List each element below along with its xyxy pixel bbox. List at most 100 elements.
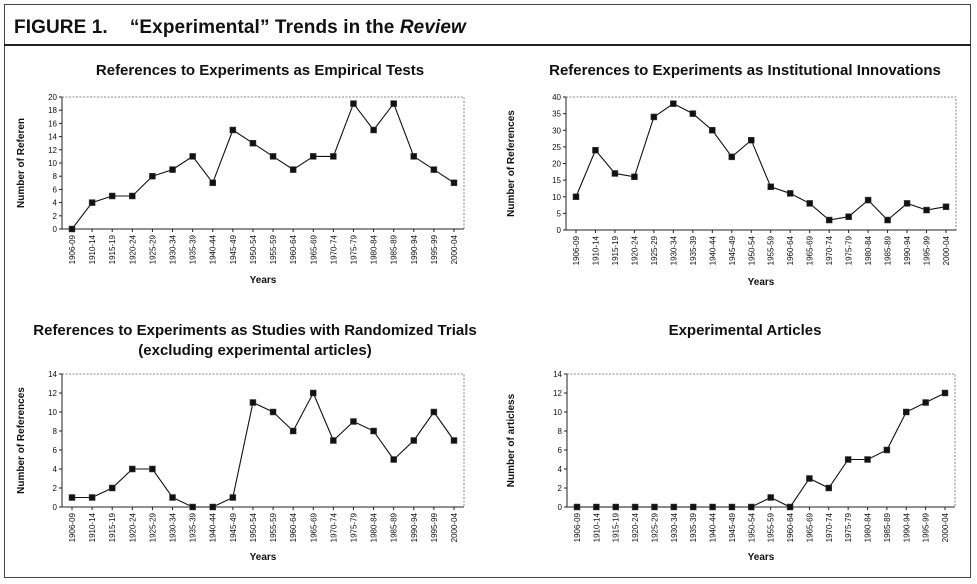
y-tick-label: 20 <box>552 160 561 169</box>
data-point <box>748 503 755 511</box>
data-point <box>903 200 911 207</box>
x-tick-label: 2000-04 <box>942 235 951 265</box>
y-tick-label: 16 <box>48 119 57 128</box>
x-tick-label: 1945-49 <box>728 235 737 265</box>
x-tick-label: 1945-49 <box>229 512 238 542</box>
data-point <box>689 110 697 117</box>
x-tick-label: 1950-54 <box>747 512 756 542</box>
chart-title-institutional-innovations: References to Experiments as Institution… <box>549 62 941 79</box>
y-tick-label: 10 <box>552 193 561 202</box>
data-point <box>229 126 237 134</box>
data-point <box>430 408 438 416</box>
data-point <box>249 139 257 147</box>
y-tick-label: 35 <box>552 110 561 119</box>
data-point <box>767 183 774 191</box>
plot-area <box>61 96 465 230</box>
data-point <box>269 153 277 160</box>
chart-institutional-innovations: 0 5 10 15 20 25 30 35 40 1906-09 1910-14 1915-19 192… <box>506 93 957 288</box>
y-tick-label: 8 <box>53 427 58 436</box>
y-tick-label: 0 <box>53 503 58 512</box>
y-tick-label: 10 <box>48 159 57 168</box>
data-point <box>88 494 96 501</box>
x-axis-title: Years <box>748 552 775 563</box>
y-tick-label: 4 <box>558 465 563 474</box>
data-point <box>806 200 813 207</box>
x-tick-label: 1995-99 <box>922 512 931 542</box>
y-tick-label: 0 <box>53 225 58 234</box>
data-point <box>370 126 377 134</box>
x-tick-label: 1995-99 <box>430 512 439 542</box>
plot-area <box>566 373 956 508</box>
x-tick-label: 1930-34 <box>670 512 679 542</box>
x-tick-label: 1910-14 <box>591 235 600 265</box>
x-tick-label: 1935-39 <box>189 234 198 264</box>
x-tick-label: 1995-99 <box>430 234 439 264</box>
y-tick-label: 0 <box>558 503 563 512</box>
data-point <box>410 153 418 160</box>
x-axis-title: Years <box>250 552 277 563</box>
x-tick-label: 1985-89 <box>883 512 892 542</box>
x-tick-label: 1970-74 <box>329 512 338 542</box>
x-tick-label: 1950-54 <box>747 235 756 265</box>
x-tick-label: 1990-94 <box>902 512 911 542</box>
x-tick-label: 1990-94 <box>410 234 419 264</box>
chart-randomized-trials: 0 2 4 6 8 10 12 14 1906-09 1910-14 1915-19 1920-24 1… <box>16 370 465 563</box>
x-tick-label: 1915-19 <box>612 512 621 542</box>
x-tick-label: 1906-09 <box>572 235 581 265</box>
data-point <box>786 503 794 511</box>
y-tick-label: 14 <box>553 370 562 379</box>
data-point <box>108 192 116 200</box>
x-tick-label: 1906-09 <box>573 512 582 542</box>
x-tick-label: 1930-34 <box>669 235 678 265</box>
data-point <box>593 503 600 511</box>
data-point <box>450 179 458 187</box>
data-point <box>350 100 357 107</box>
data-point <box>450 437 458 444</box>
x-tick-label: 1955-59 <box>269 512 278 542</box>
y-tick-label: 6 <box>53 185 58 194</box>
y-axis-title: Number of References <box>506 110 517 217</box>
data-point <box>941 389 949 397</box>
title-rule <box>4 44 971 46</box>
data-point <box>269 408 277 416</box>
data-point <box>410 437 418 444</box>
x-tick-label: 1980-84 <box>864 512 873 542</box>
x-tick-label: 1985-89 <box>390 512 399 542</box>
y-axis-title: Number of articless <box>506 393 517 487</box>
y-tick-label: 40 <box>552 93 561 102</box>
x-tick-label: 1925-29 <box>148 512 157 542</box>
x-tick-label: 1950-54 <box>249 512 258 542</box>
y-tick-label: 6 <box>53 446 58 455</box>
data-point <box>573 503 581 511</box>
data-point <box>631 503 639 511</box>
x-tick-label: 1985-89 <box>390 234 399 264</box>
figure-title-italic: Review <box>399 17 466 38</box>
x-tick-label: 1940-44 <box>708 235 717 265</box>
x-tick-label: 2000-04 <box>941 512 950 542</box>
y-tick-label: 2 <box>558 484 563 493</box>
x-tick-label: 1980-84 <box>370 512 379 542</box>
data-point <box>845 213 852 220</box>
x-tick-label: 1940-44 <box>209 234 218 264</box>
data-point <box>249 399 257 406</box>
y-tick-label: 12 <box>553 389 562 398</box>
data-point <box>670 503 678 511</box>
chart-title-empirical-tests: References to Experiments as Empirical T… <box>95 62 425 79</box>
x-tick-label: 1925-29 <box>650 235 659 265</box>
x-tick-label: 1980-84 <box>864 235 873 265</box>
data-point <box>728 503 736 511</box>
data-point <box>108 484 116 492</box>
data-point <box>289 427 297 435</box>
x-tick-label: 1930-34 <box>169 234 178 264</box>
chart-experimental-articles: 0 2 4 6 8 10 12 14 1906-09 1910-14 1915-19 1920-24 1… <box>506 370 956 563</box>
data-point <box>370 427 377 435</box>
data-point <box>709 503 716 511</box>
x-tick-label: 2000-04 <box>450 512 459 542</box>
y-tick-label: 6 <box>558 446 563 455</box>
data-point <box>169 166 176 173</box>
data-point <box>68 494 76 501</box>
x-axis-title: Years <box>250 275 277 286</box>
data-point <box>611 170 619 177</box>
data-point <box>129 192 136 200</box>
x-tick-label: 1920-24 <box>630 235 639 265</box>
